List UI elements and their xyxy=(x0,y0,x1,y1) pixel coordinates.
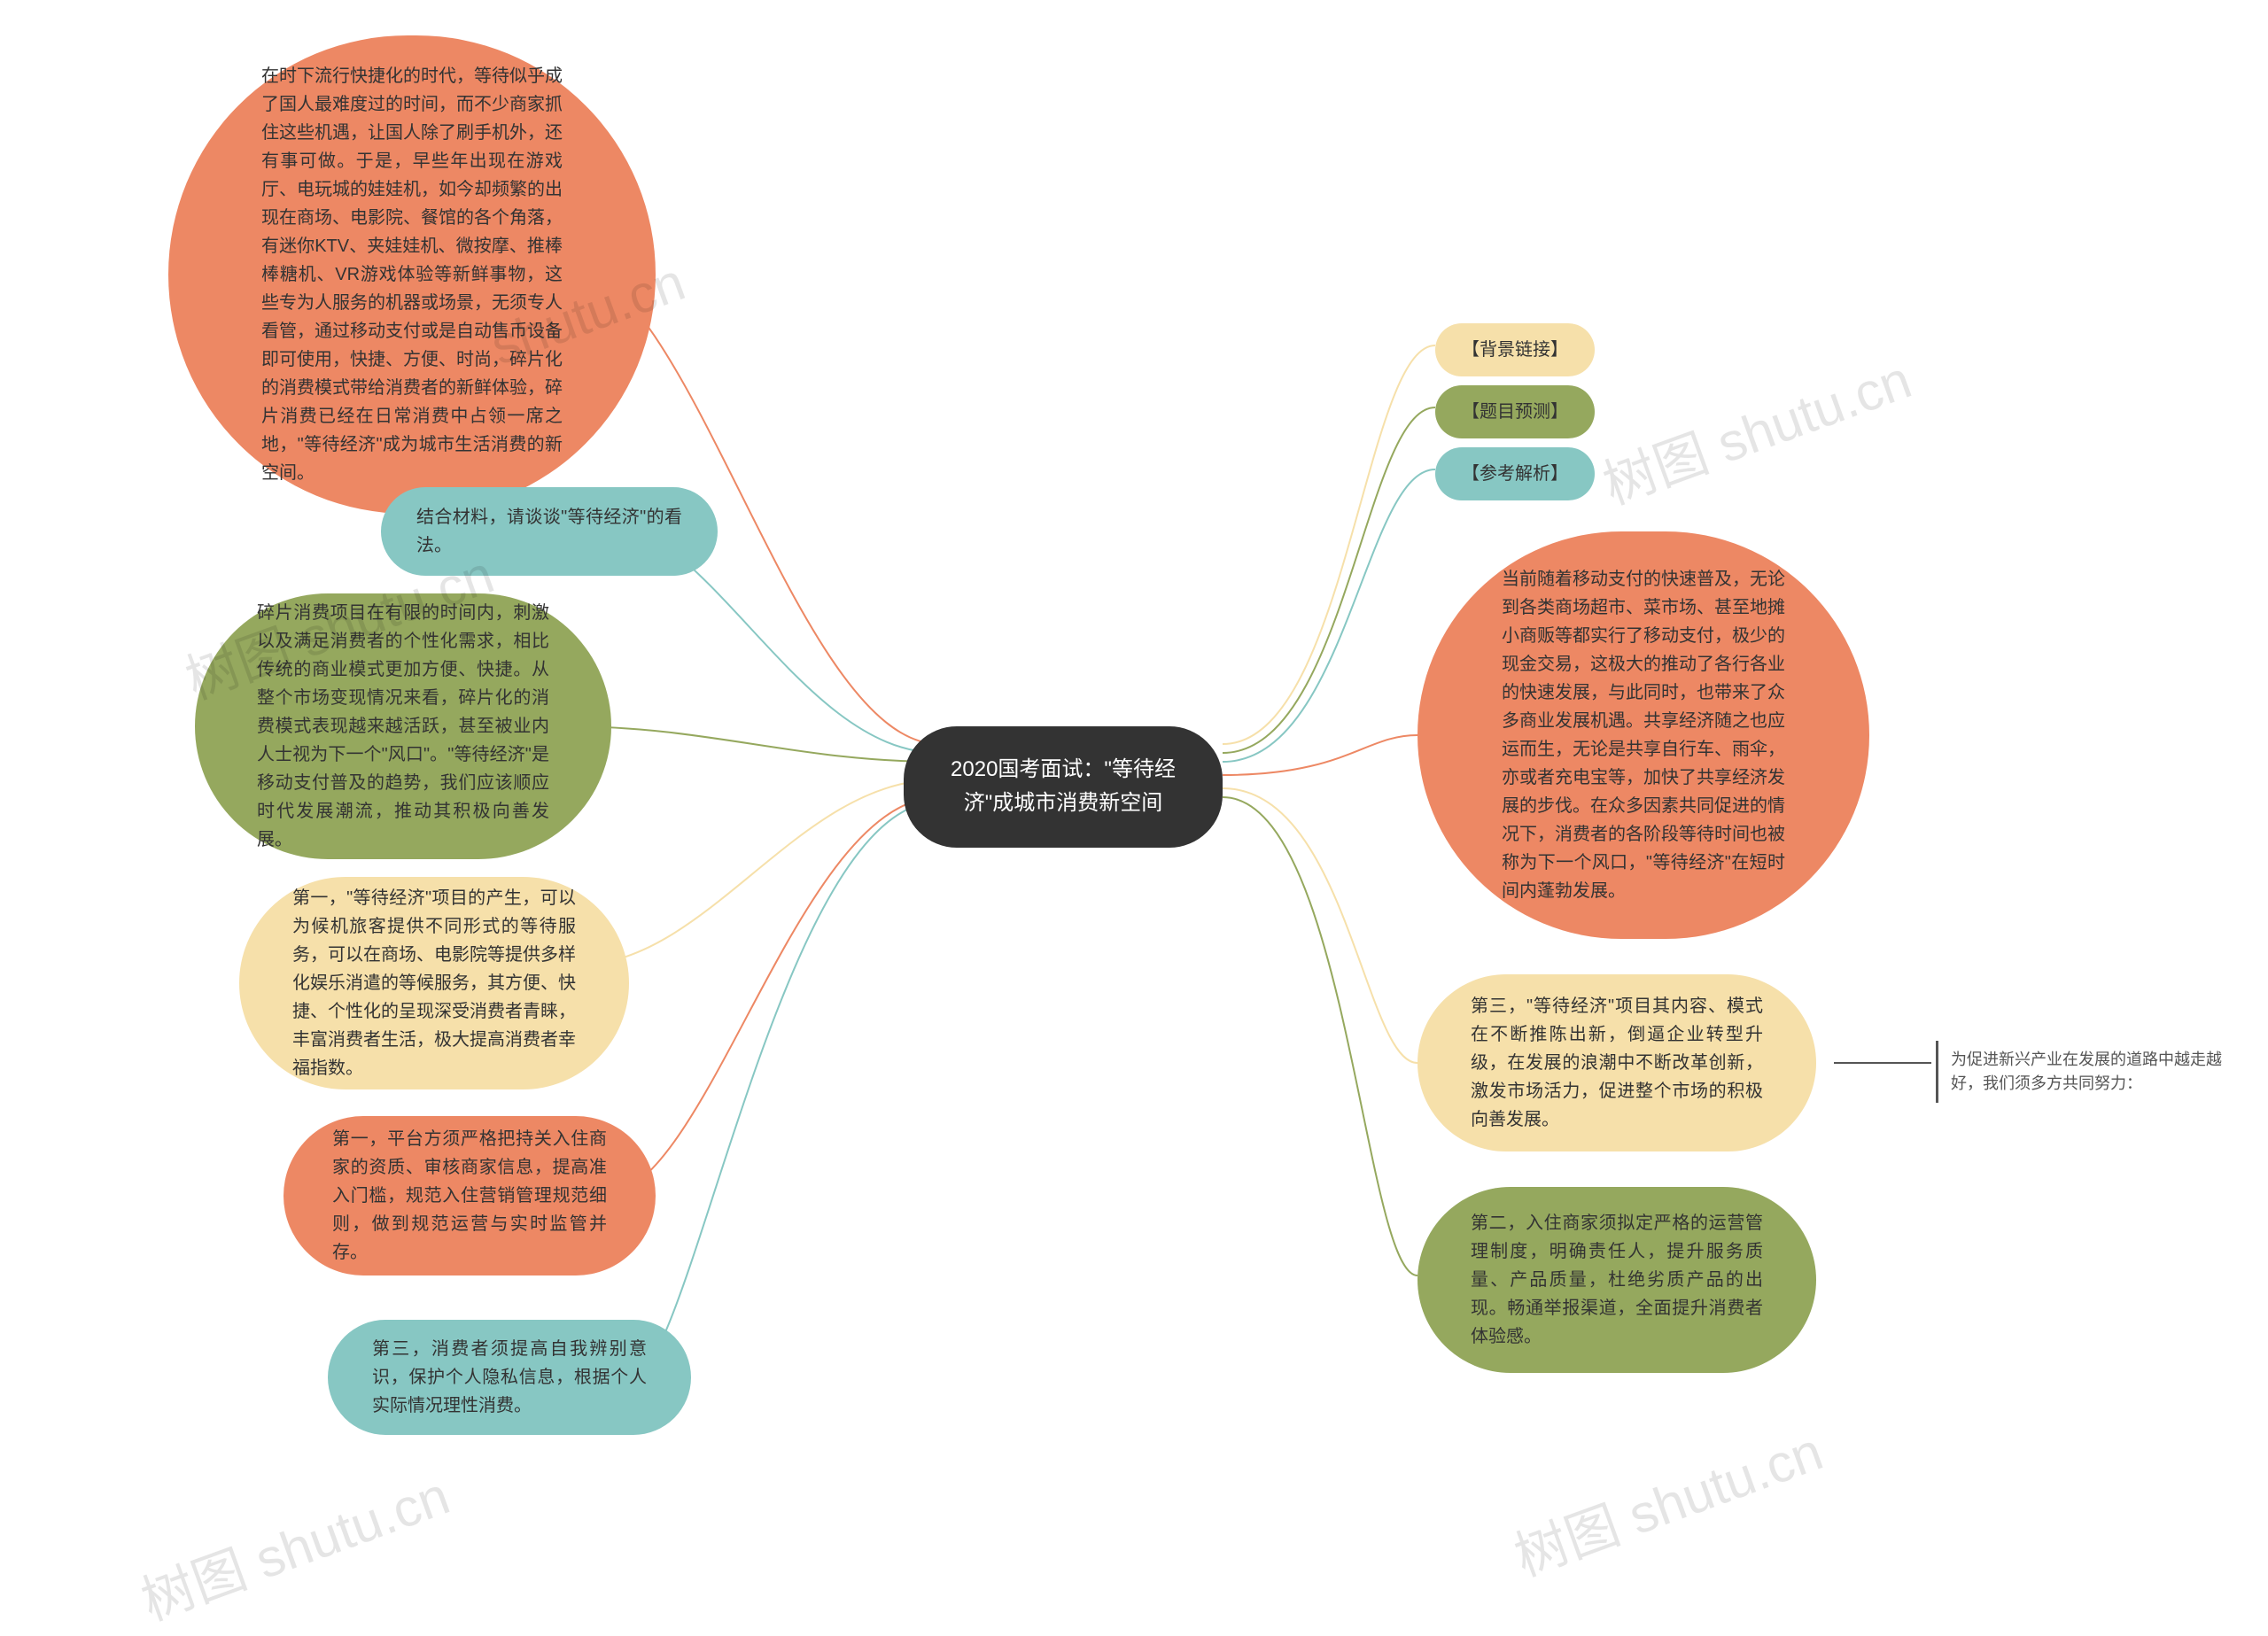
node-right-3[interactable]: 【参考解析】 xyxy=(1435,447,1595,500)
node-right-1-text: 【背景链接】 xyxy=(1462,336,1568,364)
center-title: 2020国考面试："等待经济"成城市消费新空间 xyxy=(948,753,1178,821)
node-right-4-text: 当前随着移动支付的快速普及，无论到各类商场超市、菜市场、甚至地摊小商贩等都实行了… xyxy=(1502,565,1785,905)
node-right-5[interactable]: 第三，"等待经济"项目其内容、模式在不断推陈出新，倒逼企业转型升级，在发展的浪潮… xyxy=(1418,974,1816,1151)
node-left-3-text: 碎片消费项目在有限的时间内，刺激以及满足消费者的个性化需求，相比传统的商业模式更… xyxy=(257,599,549,854)
node-right-5-leaf: 为促进新兴产业在发展的道路中越走越好，我们须多方共同努力： xyxy=(1936,1041,2228,1103)
watermark: 树图 shutu.cn xyxy=(1591,337,1920,519)
node-left-5-text: 第一，平台方须严格把持关入住商家的资质、审核商家信息，提高准入门槛，规范入住营销… xyxy=(332,1125,607,1267)
node-right-1[interactable]: 【背景链接】 xyxy=(1435,323,1595,376)
node-left-4[interactable]: 第一，"等待经济"项目的产生，可以为候机旅客提供不同形式的等待服务，可以在商场、… xyxy=(239,877,629,1089)
node-right-2[interactable]: 【题目预测】 xyxy=(1435,385,1595,438)
watermark: 树图 shutu.cn xyxy=(1503,1408,1831,1591)
node-left-4-text: 第一，"等待经济"项目的产生，可以为候机旅客提供不同形式的等待服务，可以在商场、… xyxy=(292,884,576,1082)
node-right-6-text: 第二，入住商家须拟定严格的运营管理制度，明确责任人，提升服务质量、产品质量，杜绝… xyxy=(1471,1209,1763,1351)
node-left-1[interactable]: 在时下流行快捷化的时代，等待似乎成了国人最难度过的时间，而不少商家抓住这些机遇，… xyxy=(168,35,656,514)
node-left-3[interactable]: 碎片消费项目在有限的时间内，刺激以及满足消费者的个性化需求，相比传统的商业模式更… xyxy=(195,593,611,859)
node-right-6[interactable]: 第二，入住商家须拟定严格的运营管理制度，明确责任人，提升服务质量、产品质量，杜绝… xyxy=(1418,1187,1816,1373)
node-right-2-text: 【题目预测】 xyxy=(1462,398,1568,426)
node-left-6-text: 第三，消费者须提高自我辨别意识，保护个人隐私信息，根据个人实际情况理性消费。 xyxy=(372,1335,647,1420)
node-right-5-text: 第三，"等待经济"项目其内容、模式在不断推陈出新，倒逼企业转型升级，在发展的浪潮… xyxy=(1471,992,1763,1134)
watermark: 树图 shutu.cn xyxy=(129,1453,458,1635)
node-left-2-text: 结合材料，请谈谈"等待经济"的看法。 xyxy=(416,503,682,560)
node-right-5-leaf-text: 为促进新兴产业在发展的道路中越走越好，我们须多方共同努力： xyxy=(1951,1051,2222,1092)
center-node[interactable]: 2020国考面试："等待经济"成城市消费新空间 xyxy=(904,726,1223,848)
node-left-1-text: 在时下流行快捷化的时代，等待似乎成了国人最难度过的时间，而不少商家抓住这些机遇，… xyxy=(261,62,563,487)
node-left-2[interactable]: 结合材料，请谈谈"等待经济"的看法。 xyxy=(381,487,718,576)
node-left-5[interactable]: 第一，平台方须严格把持关入住商家的资质、审核商家信息，提高准入门槛，规范入住营销… xyxy=(284,1116,656,1275)
node-right-4[interactable]: 当前随着移动支付的快速普及，无论到各类商场超市、菜市场、甚至地摊小商贩等都实行了… xyxy=(1418,531,1869,939)
node-right-3-text: 【参考解析】 xyxy=(1462,460,1568,488)
node-left-6[interactable]: 第三，消费者须提高自我辨别意识，保护个人隐私信息，根据个人实际情况理性消费。 xyxy=(328,1320,691,1435)
